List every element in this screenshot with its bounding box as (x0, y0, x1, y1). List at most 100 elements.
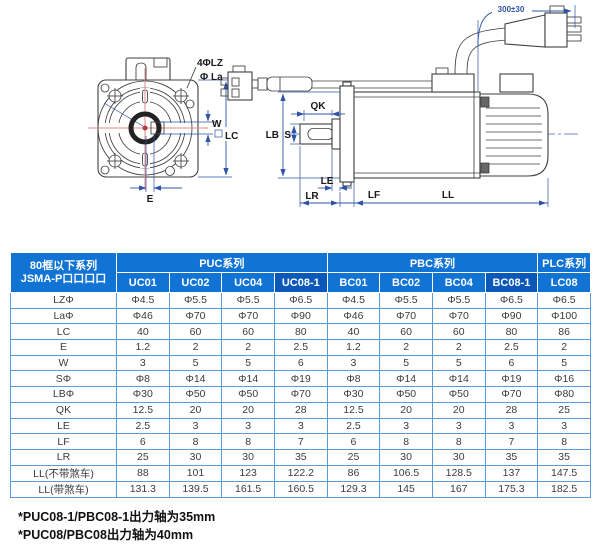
table-cell: 60 (431, 323, 486, 341)
table-cell: 5 (379, 354, 433, 372)
table-cell: 3 (326, 354, 381, 372)
table-row: SΦ Φ8 Φ14 Φ14 Φ19 Φ8 Φ14 Φ14 Φ19 Φ16 (10, 370, 591, 388)
table-cell: Φ90 (484, 307, 539, 325)
col-header-uc01: UC01 (116, 272, 170, 293)
table-cell: 7 (484, 433, 539, 450)
col-header-bc01: BC01 (326, 272, 381, 293)
row-label: LR (10, 448, 117, 466)
table-cell: 6 (326, 433, 381, 450)
table-cell: 2 (379, 339, 433, 356)
table-cell: 145 (379, 480, 433, 498)
table-cell: 30 (431, 448, 486, 466)
dim-label-lr: LR (305, 191, 319, 202)
series-title-line2: JSMA-P口口口口 (20, 272, 107, 285)
table-cell: Φ80 (537, 386, 591, 403)
table-cell: 28 (273, 401, 328, 419)
footnotes: *PUC08-1/PBC08-1出力轴为35mm *PUC08/PBC08出力轴… (18, 508, 215, 544)
table-cell: 20 (431, 401, 486, 419)
table-cell: 88 (116, 464, 170, 482)
table-cell: 175.3 (484, 480, 539, 498)
table-cell: 35 (273, 448, 328, 466)
table-cell: Φ8 (326, 370, 381, 388)
table-cell: 7 (273, 433, 328, 450)
col-header-bc04: BC04 (431, 272, 486, 293)
table-cell: 40 (326, 323, 381, 341)
table-cell: Φ70 (221, 307, 275, 325)
table-cell: 35 (537, 448, 591, 466)
rear-ribs (486, 107, 542, 165)
row-label: QK (10, 401, 117, 419)
dim-label-lb: LB (266, 130, 279, 141)
terminal-block-left (431, 73, 475, 93)
encoder-cable (251, 76, 432, 92)
col-header-bc08-1: BC08-1 (484, 272, 539, 293)
rear-cover (479, 93, 549, 177)
table-cell: 30 (379, 448, 433, 466)
shaft-side (299, 123, 333, 145)
table-corner-header: 80框以下系列 JSMA-P口口口口 (10, 252, 117, 293)
table-cell: 2 (431, 339, 486, 356)
table-cell: 5 (537, 354, 591, 372)
table-cell: Φ5.5 (221, 292, 275, 309)
table-cell: 129.3 (326, 480, 381, 498)
table-cell: Φ50 (379, 386, 433, 403)
table-cell: 3 (221, 417, 275, 435)
table-cell: 86 (537, 323, 591, 341)
table-cell: 2.5 (326, 417, 381, 435)
dim-label-4lz: 4ΦLZ (197, 58, 223, 69)
table-cell: 1.2 (116, 339, 170, 356)
terminal-block-right (499, 73, 534, 93)
table-cell: Φ46 (326, 307, 381, 325)
spec-table: 80框以下系列 JSMA-P口口口口 PUC系列 PBC系列 PLC系列 UC0… (10, 252, 591, 498)
table-cell: 2 (168, 339, 223, 356)
table-cell: Φ8 (116, 370, 170, 388)
table-cell: Φ19 (484, 370, 539, 388)
table-cell: 25 (116, 448, 170, 466)
encoder-plug-icon (220, 65, 253, 101)
table-cell: 122.2 (273, 464, 328, 482)
row-label: LL(不带煞车) (10, 464, 117, 482)
table-cell: 182.5 (537, 480, 591, 498)
table-cell: 161.5 (221, 480, 275, 498)
table-cell: 5 (168, 354, 223, 372)
table-cell: 160.5 (273, 480, 328, 498)
table-cell: 2.5 (273, 339, 328, 356)
table-cell: Φ70 (484, 386, 539, 403)
table-cell: Φ14 (431, 370, 486, 388)
col-header-lc08: LC08 (537, 272, 591, 293)
table-cell: 60 (379, 323, 433, 341)
group-header-puc: PUC系列 (116, 252, 328, 273)
table-cell: 3 (537, 417, 591, 435)
table-row: LBΦ Φ30 Φ50 Φ50 Φ70 Φ30 Φ50 Φ50 Φ70 Φ80 (10, 386, 591, 403)
table-cell: Φ16 (537, 370, 591, 388)
footnote-2: *PUC08/PBC08出力轴为40mm (18, 528, 194, 542)
table-cell: 106.5 (379, 464, 433, 482)
table-cell: Φ4.5 (326, 292, 381, 309)
table-cell: 2 (221, 339, 275, 356)
table-cell: 3 (273, 417, 328, 435)
row-label: W (10, 354, 117, 372)
table-cell: Φ70 (168, 307, 223, 325)
dim-label-qk: QK (311, 101, 327, 112)
table-cell: 25 (537, 401, 591, 419)
col-header-uc04: UC04 (221, 272, 275, 293)
table-cell: 8 (221, 433, 275, 450)
row-label: LF (10, 433, 117, 450)
dim-label-le: LE (321, 176, 334, 187)
table-cell: 30 (168, 448, 223, 466)
table-cell: 12.5 (326, 401, 381, 419)
table-row: LC 40 60 60 80 40 60 60 80 86 (10, 323, 591, 341)
row-label: LBΦ (10, 386, 117, 403)
table-cell: 6 (484, 354, 539, 372)
table-cell: Φ70 (379, 307, 433, 325)
footnote-1: *PUC08-1/PBC08-1出力轴为35mm (18, 510, 216, 524)
table-cell: 3 (431, 417, 486, 435)
table-cell: 101 (168, 464, 223, 482)
table-cell: 6 (116, 433, 170, 450)
table-cell: Φ50 (431, 386, 486, 403)
dim-label-cable: 300±30 (498, 5, 525, 14)
table-cell: 8 (168, 433, 223, 450)
table-row: LL(带煞车) 131.3 139.5 161.5 160.5 129.3 145 167 17… (10, 480, 591, 498)
table-cell: 3 (379, 417, 433, 435)
